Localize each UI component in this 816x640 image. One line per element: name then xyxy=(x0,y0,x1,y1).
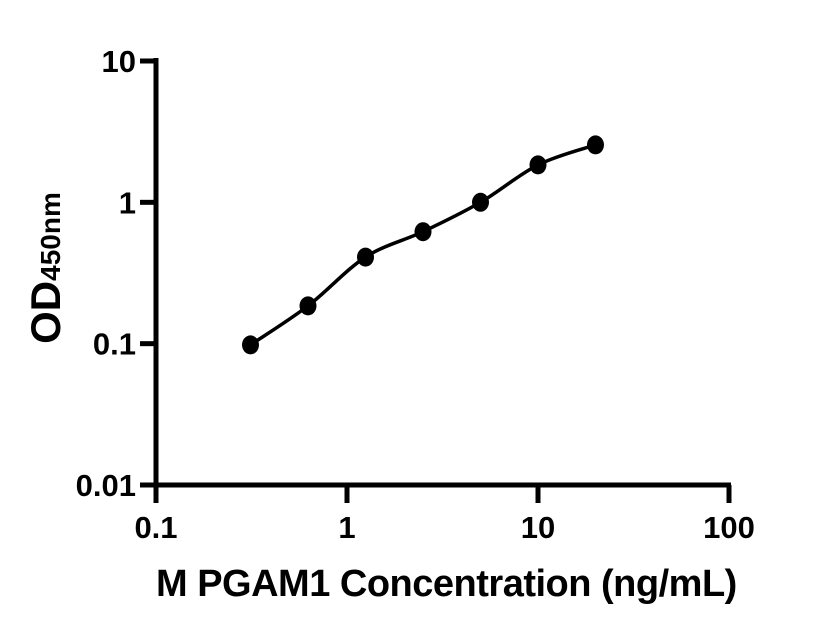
y-axis-title-subscript: 450nm xyxy=(35,192,66,281)
x-tick-label: 100 xyxy=(703,510,755,545)
data-point-marker xyxy=(357,247,374,267)
standard-curve-line xyxy=(249,143,597,347)
y-tick-label: 0.1 xyxy=(93,327,136,362)
y-axis-title-main: OD xyxy=(22,280,69,344)
x-tick-label: 0.1 xyxy=(134,510,177,545)
data-point-marker xyxy=(299,296,317,316)
y-tick-label: 0.01 xyxy=(76,468,136,503)
data-point-marker xyxy=(242,335,259,355)
x-axis-title: M PGAM1 Concentration (ng/mL) xyxy=(156,563,737,605)
data-point-marker xyxy=(414,222,432,242)
data-point-marker xyxy=(587,135,604,155)
y-axis-title: OD 450nm xyxy=(22,192,70,344)
y-tick-label: 10 xyxy=(102,44,136,79)
y-tick-label: 1 xyxy=(119,185,136,220)
x-tick-label: 1 xyxy=(338,510,355,545)
data-point-marker xyxy=(472,192,489,212)
axis-lines xyxy=(153,58,731,488)
x-tick-label: 10 xyxy=(521,510,555,545)
data-point-marker xyxy=(529,155,547,175)
